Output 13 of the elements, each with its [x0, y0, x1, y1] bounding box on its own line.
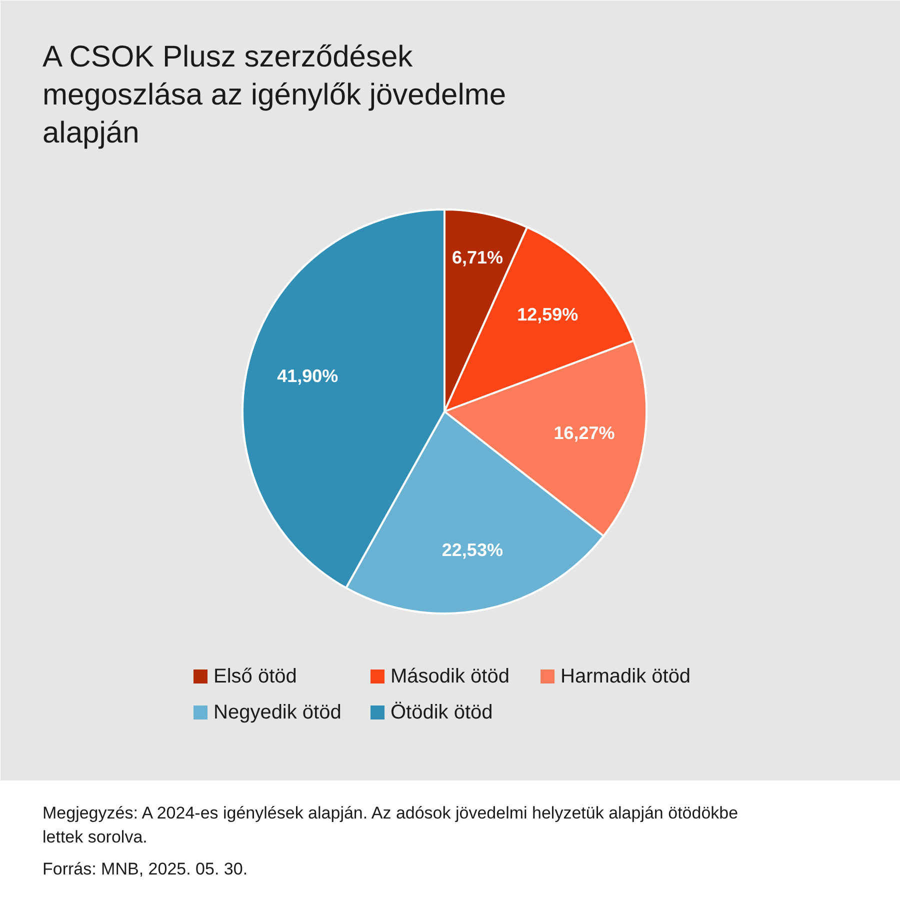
text: Megjegyzés: A 2024-es igénylések alapján. Az adósok jövedelmi helyzetük alapján ötödökbe lettek sorolva.	[42, 804, 738, 846]
legend-label: Második ötöd	[390, 666, 510, 688]
legend-label: Ötödik ötöd	[390, 702, 493, 724]
data-label: 12,59%	[517, 304, 578, 325]
legend-label: Harmadik ötöd	[560, 666, 691, 688]
data-label: 41,90%	[277, 366, 338, 386]
legend-label: Első ötöd	[214, 666, 297, 688]
data-label: 16,27%	[554, 423, 615, 444]
data-label: 6,71%	[452, 247, 503, 268]
chart-title: A CSOK Plusz szerződések megoszlása az igénylők jövedelme alapján	[42, 40, 506, 150]
data-label: 22,53%	[442, 540, 503, 560]
legend-label: Negyedik ötöd	[214, 702, 342, 724]
text: Forrás: MNB, 2025. 05. 30.	[42, 860, 248, 878]
